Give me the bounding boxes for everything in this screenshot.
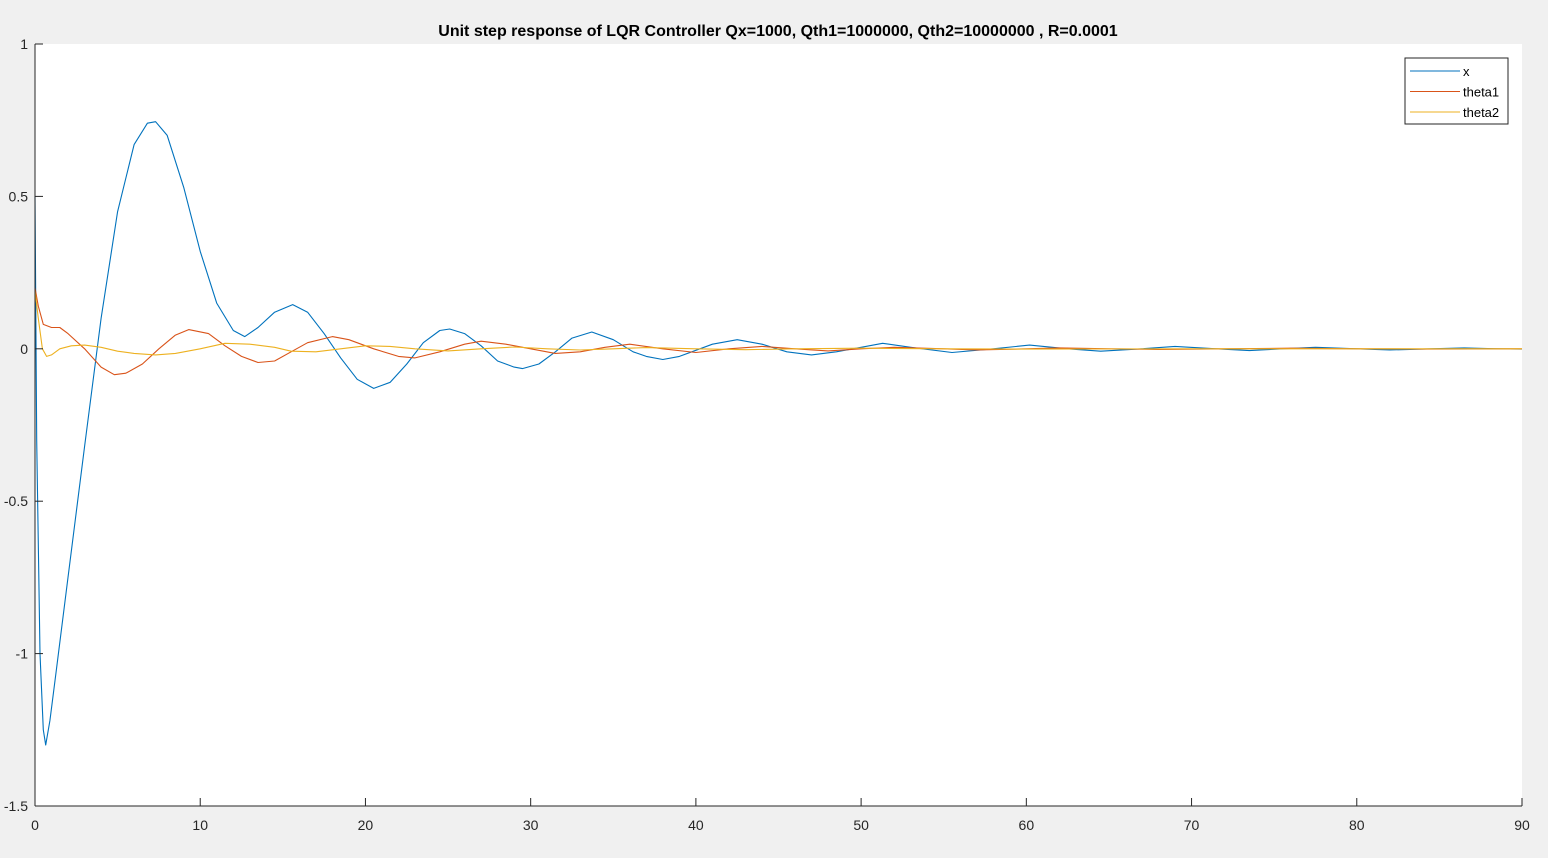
y-tick-label: -1 (16, 646, 29, 662)
legend: x theta1 theta2 (1404, 57, 1509, 125)
x-tick-label: 40 (688, 817, 704, 833)
legend-label-x: x (1463, 64, 1470, 79)
series-line-x (34, 121, 1523, 746)
x-tick-label: 80 (1349, 817, 1365, 833)
x-ticks: 0 10 20 30 40 50 60 70 80 90 (31, 798, 1530, 833)
y-ticks: 1 0.5 0 -0.5 -1 -1.5 (4, 36, 43, 814)
x-tick-label: 70 (1184, 817, 1200, 833)
legend-label-theta1: theta1 (1463, 85, 1499, 100)
series-line-theta2 (34, 290, 1522, 357)
x-tick-label: 0 (31, 817, 39, 833)
axes-background (35, 44, 1522, 806)
y-tick-label: -1.5 (4, 798, 28, 814)
axes-frame (34, 44, 1522, 807)
legend-label-theta2: theta2 (1463, 105, 1499, 120)
x-tick-label: 60 (1019, 817, 1035, 833)
y-tick-label: 0 (20, 341, 28, 357)
x-tick-label: 10 (192, 817, 208, 833)
x-tick-label: 20 (358, 817, 374, 833)
x-tick-label: 30 (523, 817, 539, 833)
y-tick-label: 0.5 (9, 188, 29, 204)
x-tick-label: 90 (1514, 817, 1530, 833)
y-tick-label: -0.5 (4, 493, 28, 509)
series-line-theta1 (34, 287, 1523, 376)
legend-items: x theta1 theta2 (1410, 64, 1499, 120)
chart-title: Unit step response of LQR Controller Qx=… (438, 23, 1118, 40)
series-layer (34, 121, 1523, 746)
y-tick-label: 1 (20, 36, 28, 52)
x-tick-label: 50 (853, 817, 869, 833)
